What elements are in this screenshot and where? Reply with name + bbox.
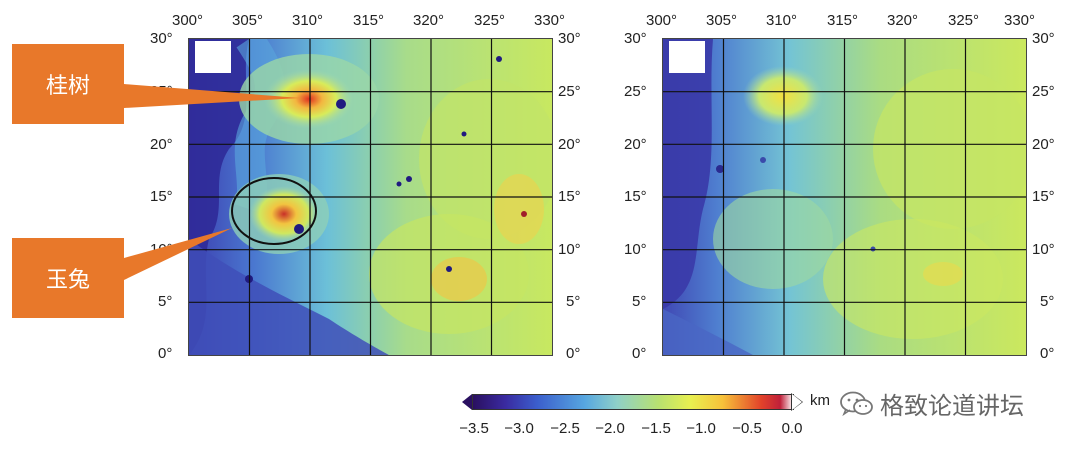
- left-map-white-patch: [195, 41, 231, 73]
- left-lat-tick-right: 25°: [558, 83, 581, 100]
- left-lat-tick: 30°: [150, 30, 173, 47]
- colorbar-unit: km: [810, 392, 830, 409]
- right-lat-tick: 15°: [624, 188, 647, 205]
- left-lat-tick: 0°: [158, 345, 173, 362]
- left-top-tick: 315°: [353, 12, 385, 29]
- colorbar: [462, 392, 803, 411]
- right-lat-tick-right: 15°: [1032, 188, 1055, 205]
- right-lat-tick: 10°: [624, 241, 647, 258]
- left-top-tick: 300°: [172, 12, 204, 29]
- right-lat-tick: 25°: [624, 83, 647, 100]
- colorbar-left-arrow: [462, 394, 472, 410]
- right-lat-tick-right: 0°: [1040, 345, 1055, 362]
- callout-yutu: 玉兔: [12, 238, 124, 318]
- left-lat-tick: 5°: [158, 293, 173, 310]
- left-lat-tick: 10°: [150, 241, 173, 258]
- right-lat-tick-right: 20°: [1032, 136, 1055, 153]
- left-top-tick: 330°: [534, 12, 566, 29]
- colorbar-label: −2.5: [550, 420, 580, 437]
- watermark-text: 格致论道讲坛: [880, 393, 1024, 420]
- left-lat-tick: 20°: [150, 136, 173, 153]
- left-lat-tick-right: 10°: [558, 241, 581, 258]
- right-lat-tick: 0°: [632, 345, 647, 362]
- right-map-white-patch: [669, 41, 705, 73]
- left-lat-tick-right: 30°: [558, 30, 581, 47]
- right-top-tick: 325°: [948, 12, 980, 29]
- left-top-tick: 310°: [292, 12, 324, 29]
- right-lat-tick-right: 25°: [1032, 83, 1055, 100]
- right-top-tick: 330°: [1004, 12, 1036, 29]
- colorbar-label: −1.5: [641, 420, 671, 437]
- left-lat-tick-right: 5°: [566, 293, 581, 310]
- wechat-icon: [840, 391, 873, 416]
- colorbar-right-arrow: [792, 394, 802, 410]
- right-lat-tick-right: 30°: [1032, 30, 1055, 47]
- right-elevation-map: [663, 39, 1026, 355]
- left-top-tick: 320°: [413, 12, 445, 29]
- colorbar-label: 0.0: [781, 420, 803, 437]
- colorbar-label: −0.5: [732, 420, 762, 437]
- right-top-tick: 300°: [646, 12, 678, 29]
- left-lat-tick-right: 20°: [558, 136, 581, 153]
- right-map-image: [662, 38, 1027, 356]
- callout-guishu: 桂树: [12, 44, 124, 124]
- right-top-tick: 305°: [706, 12, 738, 29]
- right-top-tick: 315°: [827, 12, 859, 29]
- colorbar-label: −3.5: [459, 420, 489, 437]
- right-lat-tick: 20°: [624, 136, 647, 153]
- right-lat-tick: 5°: [632, 293, 647, 310]
- colorbar-label: −3.0: [504, 420, 534, 437]
- right-lat-tick: 30°: [624, 30, 647, 47]
- left-lat-tick-right: 15°: [558, 188, 581, 205]
- colorbar-label: −1.0: [686, 420, 716, 437]
- colorbar-label: −2.0: [595, 420, 625, 437]
- right-lat-tick-right: 10°: [1032, 241, 1055, 258]
- right-top-tick: 310°: [766, 12, 798, 29]
- right-top-tick: 320°: [887, 12, 919, 29]
- left-lat-tick: 15°: [150, 188, 173, 205]
- right-lat-tick-right: 5°: [1040, 293, 1055, 310]
- left-lat-tick-right: 0°: [566, 345, 581, 362]
- colorbar-gradient: [472, 394, 794, 410]
- left-map-image: [188, 38, 553, 356]
- watermark: 格致论道讲坛: [840, 386, 1024, 421]
- left-top-tick: 325°: [474, 12, 506, 29]
- left-lat-tick: 25°: [150, 83, 173, 100]
- left-elevation-map: [189, 39, 552, 355]
- left-top-tick: 305°: [232, 12, 264, 29]
